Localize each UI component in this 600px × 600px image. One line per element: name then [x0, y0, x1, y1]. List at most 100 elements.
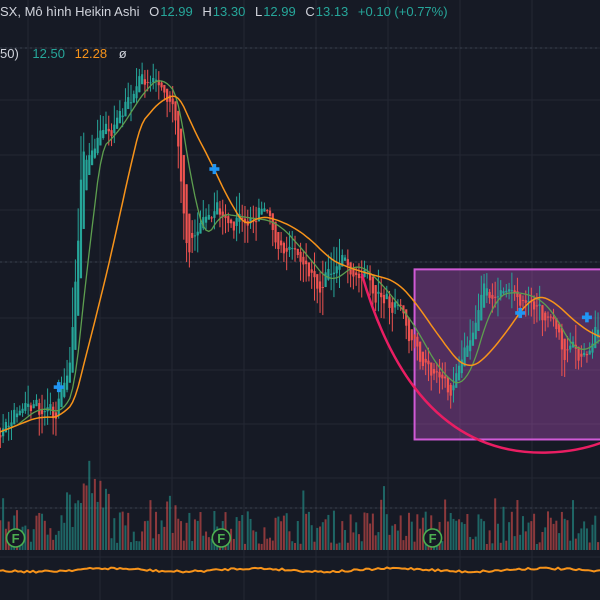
volume-bar [243, 543, 246, 550]
volume-bar [330, 542, 333, 550]
volume-bar [396, 530, 399, 550]
volume-bar [182, 540, 185, 550]
candle-body [82, 151, 85, 229]
volume-bar [110, 538, 113, 550]
candle-body [352, 268, 355, 277]
volume-bar [538, 542, 541, 550]
candle-body [0, 435, 2, 438]
candle-body [330, 273, 333, 275]
candle-body [271, 213, 274, 231]
volume-bar [388, 534, 391, 550]
candle-body [321, 286, 324, 288]
candle-body [235, 217, 238, 226]
candle-body [171, 98, 174, 105]
volume-bar [0, 520, 2, 550]
volume-bar [152, 538, 155, 550]
candle-body [460, 359, 463, 374]
candle-body [566, 349, 569, 351]
ma-params[interactable]: 50) [0, 46, 19, 61]
candle-body [494, 296, 497, 298]
volume-bar [577, 533, 580, 550]
volume-bar [104, 488, 107, 550]
candle-body [363, 269, 366, 278]
candle-body [416, 336, 419, 347]
volume-bar [118, 512, 121, 550]
volume-bar [235, 517, 238, 550]
volume-bar [471, 539, 474, 550]
candle-body [405, 309, 408, 326]
volume-bar [107, 493, 110, 550]
candle-body [132, 93, 135, 103]
ma-legend[interactable]: 50) 12.50 12.28 ø [0, 46, 127, 61]
candle-body [127, 97, 130, 110]
candle-body [121, 115, 124, 118]
candle-body [68, 362, 71, 383]
close-key: C [305, 4, 315, 19]
cross-marker-v [212, 164, 217, 175]
volume-bar [210, 538, 213, 550]
volume-bar [260, 543, 263, 550]
event-marker-label: F [12, 531, 20, 546]
symbol-title[interactable]: SX, Mô hình Heikin Ashi [0, 4, 140, 19]
candle-body [18, 410, 21, 416]
visibility-toggle-icon[interactable]: ø [118, 46, 127, 61]
candle-body [185, 184, 188, 244]
candle-body [382, 294, 386, 304]
candle-body [288, 246, 291, 250]
volume-bar [74, 503, 77, 550]
volume-bar [24, 525, 27, 550]
candle-body [310, 269, 313, 273]
volume-bar [569, 540, 572, 550]
candle-body [335, 266, 338, 274]
volume-bar [85, 485, 88, 550]
volume-bar [138, 541, 141, 550]
volume-bar [460, 522, 463, 550]
candle-body [7, 425, 10, 428]
volume-bar [130, 542, 132, 550]
candle-body [313, 271, 316, 278]
volume-bar [563, 518, 566, 550]
symbol-legend[interactable]: SX, Mô hình Heikin Ashi O12.99 H13.30 L1… [0, 4, 448, 19]
candle-body [424, 358, 427, 363]
candle-body [216, 202, 219, 215]
volume-bar [132, 531, 135, 550]
volume-bar [113, 518, 116, 550]
cross-marker-v [585, 312, 589, 323]
candle-body [341, 255, 344, 267]
candle-body [549, 316, 552, 318]
event-marker-label: F [429, 531, 437, 546]
volume-bar [316, 527, 319, 550]
volume-bar [394, 524, 397, 550]
volume-bar [544, 527, 547, 550]
volume-bar [171, 532, 174, 550]
cross-marker-v [56, 382, 61, 393]
candle-body [338, 263, 341, 270]
candle-body [285, 248, 288, 252]
volume-bar [196, 520, 199, 550]
volume-bar [60, 515, 63, 550]
candle-body [318, 281, 322, 293]
candle-body [77, 240, 80, 316]
candle-body [430, 362, 433, 376]
candle-body [507, 289, 511, 292]
volume-bar [124, 525, 127, 550]
candle-body [90, 150, 94, 166]
candle-body [71, 327, 74, 373]
volume-bar [588, 542, 591, 550]
candle-body [224, 214, 227, 219]
volume-bar [580, 528, 583, 550]
candle-body [402, 305, 405, 314]
volume-bar [466, 514, 469, 550]
volume-bar [255, 531, 258, 550]
candle-body [168, 95, 172, 102]
volume-bar [382, 486, 385, 550]
volume-bar [524, 531, 527, 550]
candle-body [13, 409, 16, 425]
candle-body [249, 218, 252, 224]
volume-bar [346, 542, 349, 550]
candle-body [154, 79, 158, 81]
volume-bar [282, 515, 285, 550]
volume-bar [583, 521, 586, 550]
